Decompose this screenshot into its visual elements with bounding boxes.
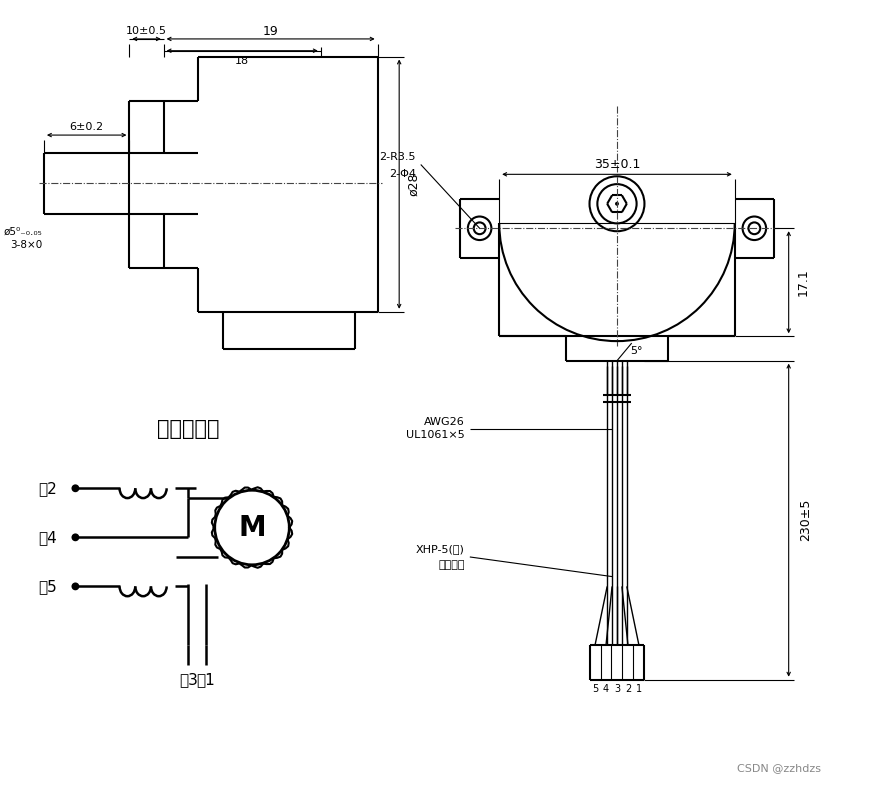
Text: 19: 19 xyxy=(263,25,279,38)
Text: 接线示意图: 接线示意图 xyxy=(157,420,220,440)
Text: 红5: 红5 xyxy=(39,579,57,594)
Text: 籐2: 籐2 xyxy=(39,480,57,496)
Text: ø28: ø28 xyxy=(407,172,420,196)
Text: 2: 2 xyxy=(625,685,631,694)
Text: 3-8×0: 3-8×0 xyxy=(10,240,42,250)
Circle shape xyxy=(72,533,80,541)
Text: 17.1: 17.1 xyxy=(797,268,810,296)
Circle shape xyxy=(615,202,619,206)
Text: UL1061×5: UL1061×5 xyxy=(406,430,465,440)
Text: ø5⁰₋₀.₀₅: ø5⁰₋₀.₀₅ xyxy=(4,226,42,236)
Text: 荵3: 荵3 xyxy=(179,672,198,687)
Text: 4: 4 xyxy=(603,685,609,694)
Text: 5: 5 xyxy=(592,685,598,694)
Text: 3: 3 xyxy=(614,685,620,694)
Text: 萀1: 萀1 xyxy=(196,672,215,687)
Text: 朹4: 朹4 xyxy=(39,530,57,545)
Text: 1: 1 xyxy=(636,685,642,694)
Circle shape xyxy=(72,583,80,591)
Text: 2-R3.5: 2-R3.5 xyxy=(379,152,416,162)
Text: 5°: 5° xyxy=(631,346,643,356)
Text: M: M xyxy=(238,514,265,542)
Text: 18: 18 xyxy=(235,56,250,65)
Text: CSDN @zzhdzs: CSDN @zzhdzs xyxy=(737,763,821,773)
Text: 五位白色: 五位白色 xyxy=(438,560,465,570)
Text: 10±0.5: 10±0.5 xyxy=(126,26,167,36)
Text: XHP-5(白): XHP-5(白) xyxy=(416,544,465,554)
Text: 35±0.1: 35±0.1 xyxy=(594,158,640,171)
Text: 230±5: 230±5 xyxy=(799,499,812,541)
Circle shape xyxy=(72,484,80,492)
Text: AWG26: AWG26 xyxy=(424,417,465,427)
Text: 6±0.2: 6±0.2 xyxy=(69,122,103,132)
Text: 2-Φ4: 2-Φ4 xyxy=(389,169,416,180)
